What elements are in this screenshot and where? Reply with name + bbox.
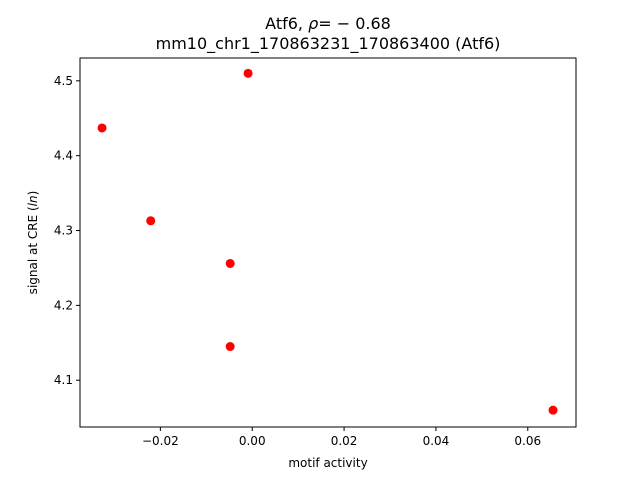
- data-point: [243, 68, 253, 78]
- y-axis-label-italic: ln: [26, 195, 40, 206]
- x-axis-label: motif activity: [288, 456, 367, 470]
- x-tick-label: 0.04: [423, 434, 450, 448]
- y-tick-label: 4.1: [54, 373, 73, 387]
- plot-area: −0.02 0.00 0.02 0.04 0.06 4.1 4.2 4.3 4.4 4.5: [54, 68, 558, 448]
- y-tick-label: 4.4: [54, 149, 73, 163]
- chart-title-suffix: = − 0.68: [318, 14, 391, 33]
- x-tick-label: 0.06: [514, 434, 541, 448]
- y-axis-label: signal at CRE (ln): [26, 191, 40, 295]
- chart-subtitle: mm10_chr1_170863231_170863400 (Atf6): [156, 34, 501, 54]
- data-point: [225, 342, 235, 352]
- y-axis-label-suffix: ): [26, 191, 40, 196]
- y-tick-label: 4.5: [54, 74, 73, 88]
- chart-title: Atf6, ρ= − 0.68: [265, 14, 391, 33]
- x-tick-label: 0.00: [239, 434, 266, 448]
- data-point: [548, 405, 558, 415]
- data-point: [97, 123, 107, 133]
- x-tick-label: 0.02: [331, 434, 358, 448]
- data-point: [146, 216, 156, 226]
- data-point: [225, 258, 235, 268]
- x-tick-label: −0.02: [142, 434, 179, 448]
- y-axis-label-prefix: signal at CRE (: [26, 206, 40, 294]
- chart-title-rho: ρ: [308, 14, 318, 33]
- y-tick-label: 4.3: [54, 224, 73, 238]
- y-tick-label: 4.2: [54, 298, 73, 312]
- chart-title-prefix: Atf6,: [265, 14, 308, 33]
- axes-frame: [79, 57, 577, 428]
